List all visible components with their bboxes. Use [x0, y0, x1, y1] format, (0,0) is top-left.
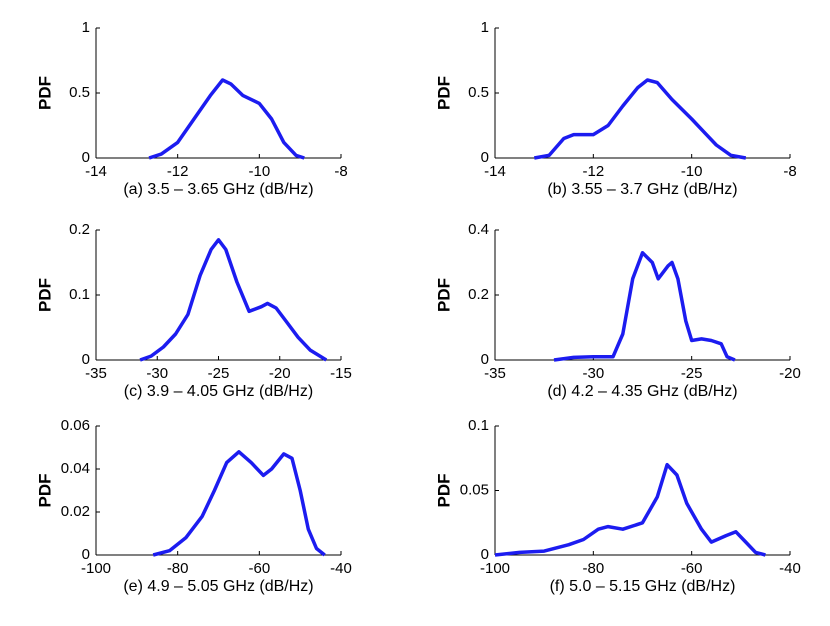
x-tick-label: -40	[330, 560, 352, 577]
y-tick-label: 0.04	[61, 460, 90, 477]
x-tick-label: -14	[85, 163, 107, 180]
y-tick-label: 0	[82, 149, 90, 166]
x-tick-label: -20	[269, 365, 291, 382]
x-tick-label: -30	[146, 365, 168, 382]
y-tick-label: 0.4	[468, 221, 489, 238]
y-tick-label: 0	[481, 546, 489, 563]
x-tick-label: -30	[582, 365, 604, 382]
y-axis-label: PDF	[434, 278, 453, 312]
x-tick-label: -10	[681, 163, 703, 180]
y-tick-label: 0.1	[468, 417, 489, 434]
pdf-line	[148, 78, 305, 160]
y-axis-label: PDF	[35, 76, 54, 110]
x-axis-label: (c) 3.9 – 4.05 GHz (dB/Hz)	[124, 383, 313, 400]
x-tick-label: -15	[330, 365, 352, 382]
y-tick-label: 0.2	[69, 221, 90, 238]
y-axis-label: PDF	[35, 278, 54, 312]
y-tick-label: 0	[82, 546, 90, 563]
y-tick-label: 0.2	[468, 286, 489, 303]
x-axis-label: (f) 5.0 – 5.15 GHz (dB/Hz)	[550, 578, 736, 595]
y-tick-label: 0.5	[468, 84, 489, 101]
pdf-line	[139, 238, 328, 362]
y-axis-label: PDF	[434, 76, 453, 110]
x-tick-label: -100	[480, 560, 510, 577]
x-tick-label: -25	[208, 365, 230, 382]
x-tick-label: -60	[681, 560, 703, 577]
x-axis-label: (e) 4.9 – 5.05 GHz (dB/Hz)	[123, 578, 313, 595]
x-tick-label: -12	[167, 163, 189, 180]
pdf-line	[152, 450, 326, 557]
x-tick-label: -60	[248, 560, 270, 577]
x-axis-label: (b) 3.55 – 3.7 GHz (dB/Hz)	[547, 181, 737, 198]
x-axis-label: (d) 4.2 – 4.35 GHz (dB/Hz)	[547, 383, 737, 400]
y-tick-label: 1	[82, 19, 90, 36]
x-tick-label: -8	[334, 163, 347, 180]
y-tick-label: 0.05	[460, 481, 489, 498]
x-tick-label: -12	[582, 163, 604, 180]
y-tick-label: 0.5	[69, 84, 90, 101]
x-tick-label: -80	[582, 560, 604, 577]
pdf-line	[533, 78, 747, 160]
y-tick-label: 0	[82, 351, 90, 368]
y-tick-label: 0	[481, 149, 489, 166]
x-tick-label: -80	[167, 560, 189, 577]
x-tick-label: -35	[484, 365, 506, 382]
y-tick-label: 1	[481, 19, 489, 36]
x-axis-label: (a) 3.5 – 3.65 GHz (dB/Hz)	[123, 181, 313, 198]
y-axis-label: PDF	[35, 474, 54, 508]
x-tick-label: -10	[248, 163, 270, 180]
y-axis-label: PDF	[434, 474, 453, 508]
pdf-line	[494, 462, 766, 557]
y-tick-label: 0.1	[69, 286, 90, 303]
x-tick-label: -35	[85, 365, 107, 382]
x-tick-label: -8	[783, 163, 796, 180]
x-tick-label: -40	[779, 560, 801, 577]
y-tick-label: 0.06	[61, 417, 90, 434]
x-tick-label: -20	[779, 365, 801, 382]
x-tick-label: -25	[681, 365, 703, 382]
y-tick-label: 0	[481, 351, 489, 368]
y-tick-label: 0.02	[61, 503, 90, 520]
x-tick-label: -14	[484, 163, 506, 180]
pdf-line	[553, 251, 736, 362]
x-tick-label: -100	[81, 560, 111, 577]
